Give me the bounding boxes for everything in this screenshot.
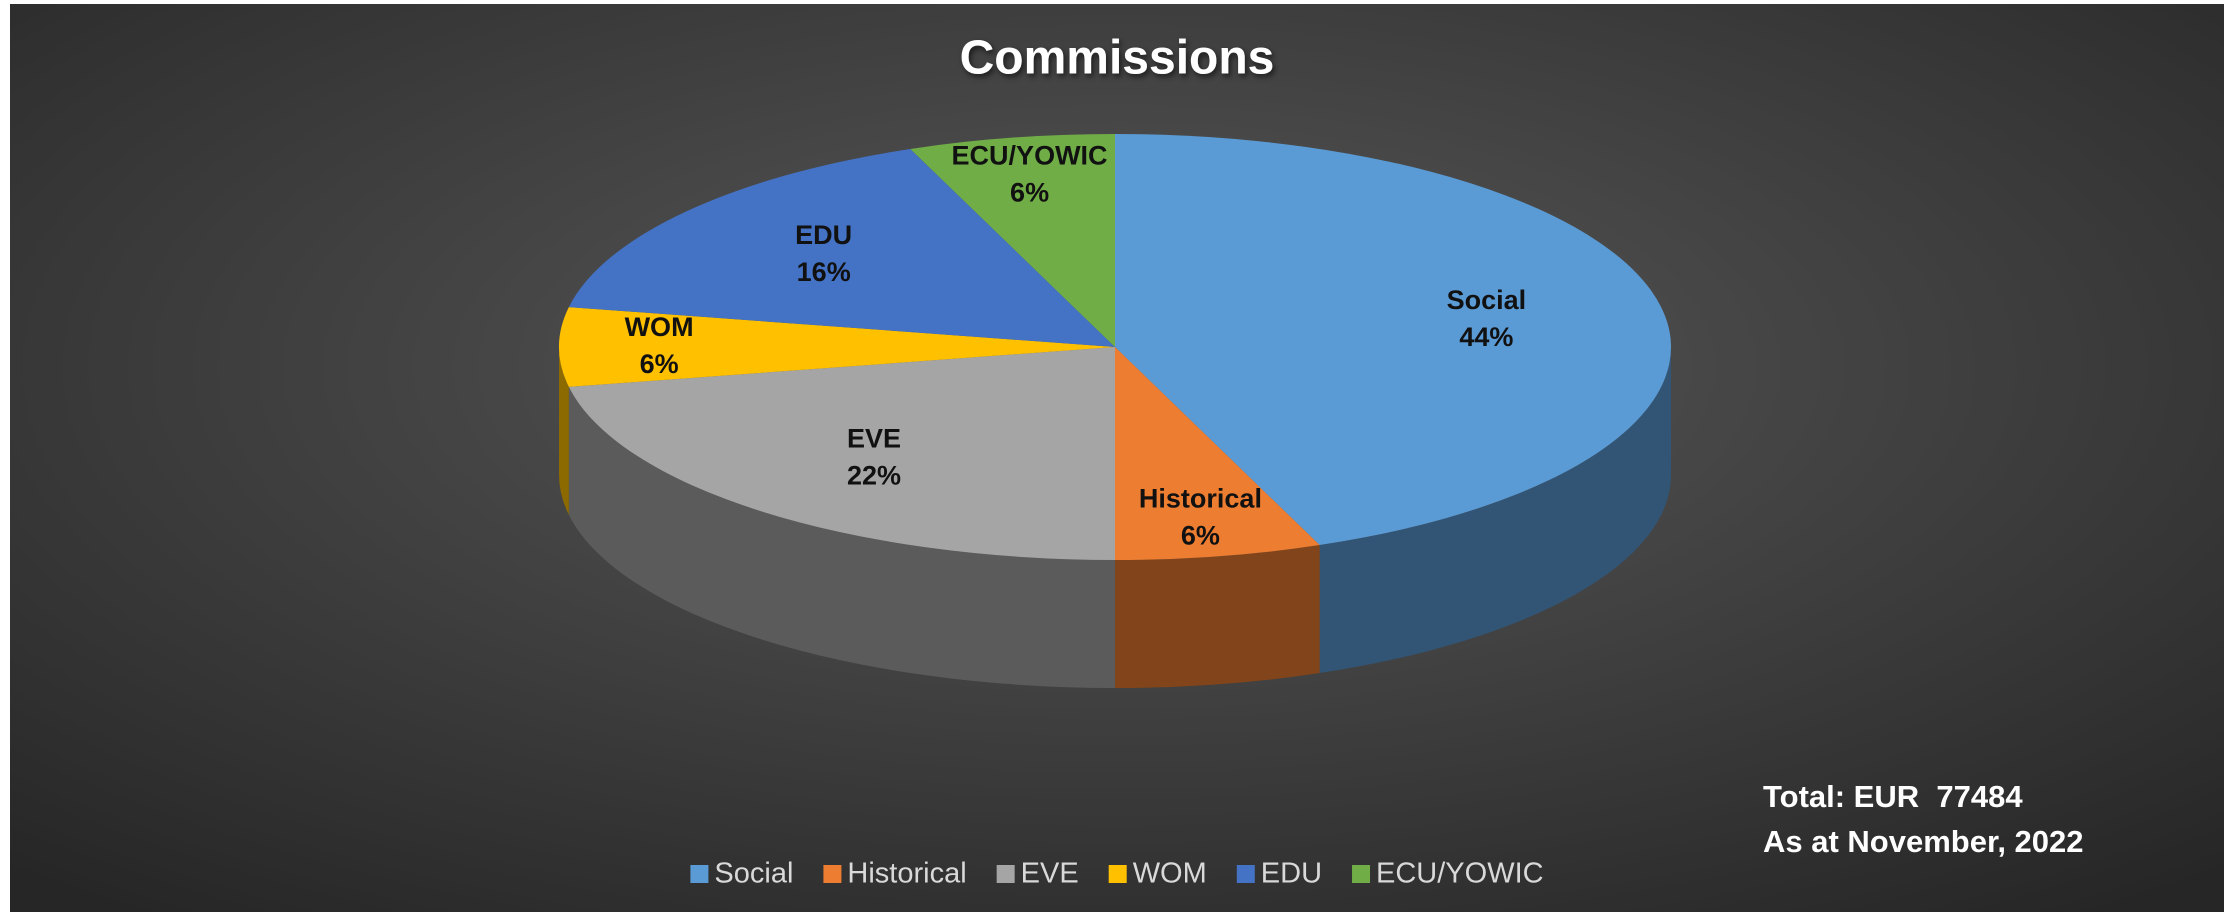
legend-swatch <box>690 865 709 883</box>
data-label-name: WOM <box>625 312 694 342</box>
data-label-value: 22% <box>847 461 901 491</box>
data-label-name: Historical <box>1139 484 1262 514</box>
data-label-value: 16% <box>797 257 851 287</box>
legend-swatch <box>996 865 1015 883</box>
slice-side <box>1115 545 1320 688</box>
legend-label: Historical <box>847 858 966 890</box>
legend-label: EDU <box>1261 858 1322 890</box>
data-label-value: 44% <box>1459 322 1513 352</box>
slice <box>559 307 1115 387</box>
legend-swatch <box>1352 865 1371 883</box>
data-label-name: Social <box>1447 285 1527 315</box>
legend-swatch <box>1236 865 1255 883</box>
legend-label: WOM <box>1133 858 1207 890</box>
legend-swatch <box>1108 865 1127 883</box>
data-label-name: EVE <box>847 424 901 454</box>
data-labels: Social 44% Historical 6% EVE 22% WOM 6% EDU 16% EC… <box>625 141 1527 551</box>
data-label-name: ECU/YOWIC <box>952 141 1108 171</box>
legend-swatch <box>823 865 842 883</box>
annotation: As at November, 2022 <box>1763 824 2084 859</box>
data-label-value: 6% <box>640 349 679 379</box>
pie <box>559 134 1672 688</box>
legend-label: ECU/YOWIC <box>1376 858 1544 890</box>
slice <box>910 134 1115 347</box>
legend-label: EVE <box>1021 858 1079 890</box>
slice-side <box>559 347 569 515</box>
legend-label: Social <box>714 858 793 890</box>
data-label-value: 6% <box>1010 178 1049 208</box>
slice-side <box>568 386 1115 688</box>
legend: Social Historical EVE WOM EDU ECU/YOWIC <box>690 858 1544 890</box>
slice <box>1115 347 1320 560</box>
slice-side <box>1319 347 1671 674</box>
chart-title: Commissions <box>960 32 1275 85</box>
slice <box>568 347 1115 560</box>
slice <box>1115 134 1672 546</box>
data-label-value: 6% <box>1181 521 1220 551</box>
annotation: Total: EUR 77484 <box>1763 779 2023 814</box>
data-label-name: EDU <box>795 220 852 250</box>
slice <box>568 148 1115 347</box>
